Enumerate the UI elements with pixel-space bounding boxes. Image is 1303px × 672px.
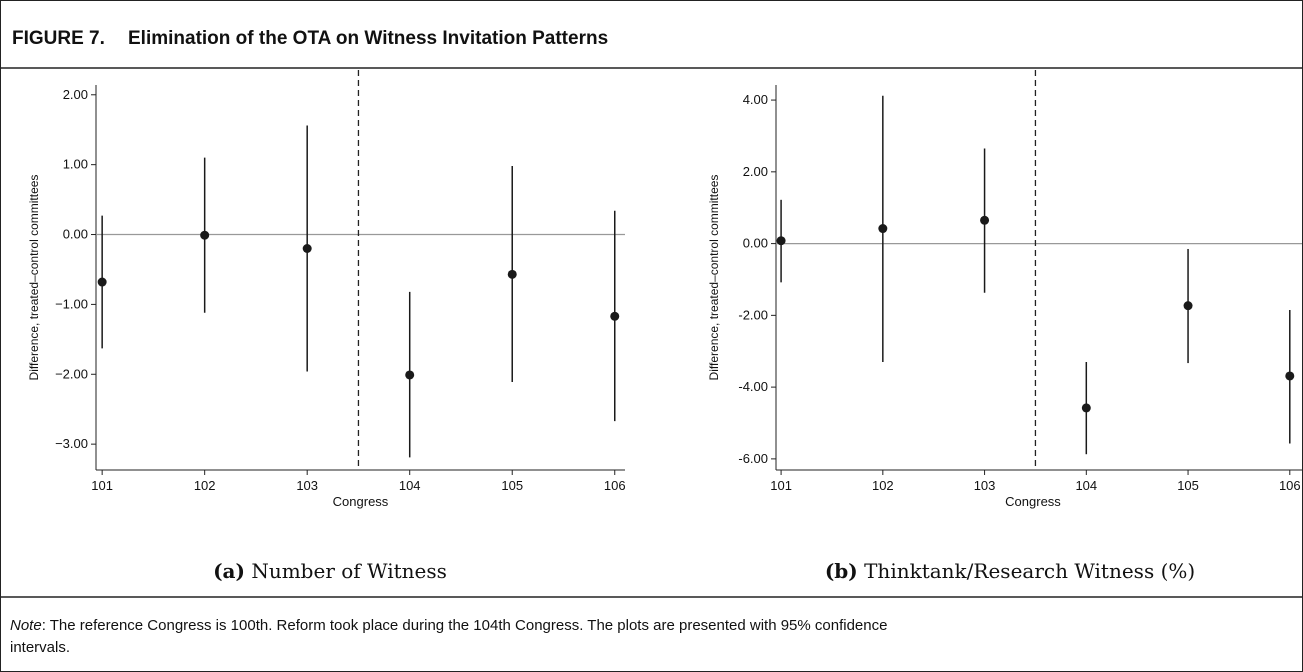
- point-estimate: [405, 370, 415, 380]
- point-estimate: [980, 215, 990, 225]
- x-tick-label: 104: [1075, 478, 1097, 493]
- y-tick-label: −2.00: [55, 366, 88, 381]
- point-estimate: [1183, 301, 1193, 311]
- note-text: intervals.: [10, 639, 70, 656]
- x-tick-label: 102: [194, 478, 216, 493]
- point-estimate: [97, 277, 107, 287]
- caption-label: (a): [213, 559, 245, 583]
- caption: (b) Thinktank/Research Witness (%): [825, 559, 1195, 583]
- x-tick-label: 104: [399, 478, 421, 493]
- note: Note: The reference Congress is 100th. R…: [10, 617, 887, 634]
- x-tick-label: 101: [770, 478, 792, 493]
- y-tick-label: 1.00: [63, 157, 88, 172]
- x-tick-label: 101: [91, 478, 113, 493]
- x-axis-label: Congress: [1005, 494, 1061, 509]
- caption-text: Thinktank/Research Witness (%): [864, 559, 1195, 583]
- y-tick-label: 4.00: [743, 92, 768, 107]
- x-tick-label: 106: [604, 478, 626, 493]
- y-tick-label: -2.00: [738, 307, 768, 322]
- caption-label: (b): [825, 559, 858, 583]
- y-tick-label: −3.00: [55, 436, 88, 451]
- note-label: Note: [10, 617, 42, 634]
- point-estimate: [1081, 403, 1091, 413]
- y-tick-label: -6.00: [738, 451, 768, 466]
- y-tick-label: −1.00: [55, 296, 88, 311]
- caption-text: Number of Witness: [251, 559, 447, 583]
- figure-title: Elimination of the OTA on Witness Invita…: [128, 28, 608, 49]
- y-tick-label: 0.00: [63, 227, 88, 242]
- point-estimate: [878, 224, 888, 234]
- point-estimate: [507, 269, 517, 279]
- point-estimate: [200, 230, 210, 240]
- x-tick-label: 103: [296, 478, 318, 493]
- y-axis-label: Difference, treated–control committees: [707, 175, 721, 381]
- y-axis-label: Difference, treated–control committees: [27, 175, 41, 381]
- y-tick-label: 0.00: [743, 236, 768, 251]
- point-estimate: [776, 236, 786, 246]
- x-tick-label: 105: [1177, 478, 1199, 493]
- x-tick-label: 103: [974, 478, 996, 493]
- x-tick-label: 106: [1279, 478, 1301, 493]
- note-text: : The reference Congress is 100th. Refor…: [42, 617, 888, 634]
- y-tick-label: -4.00: [738, 379, 768, 394]
- point-estimate: [1285, 371, 1295, 381]
- caption: (a) Number of Witness: [213, 559, 447, 583]
- x-tick-label: 105: [501, 478, 523, 493]
- y-tick-label: 2.00: [63, 87, 88, 102]
- x-axis-label: Congress: [333, 494, 389, 509]
- point-estimate: [610, 311, 620, 321]
- point-estimate: [302, 244, 312, 254]
- figure-label: FIGURE 7.: [12, 28, 105, 49]
- y-tick-label: 2.00: [743, 164, 768, 179]
- x-tick-label: 102: [872, 478, 894, 493]
